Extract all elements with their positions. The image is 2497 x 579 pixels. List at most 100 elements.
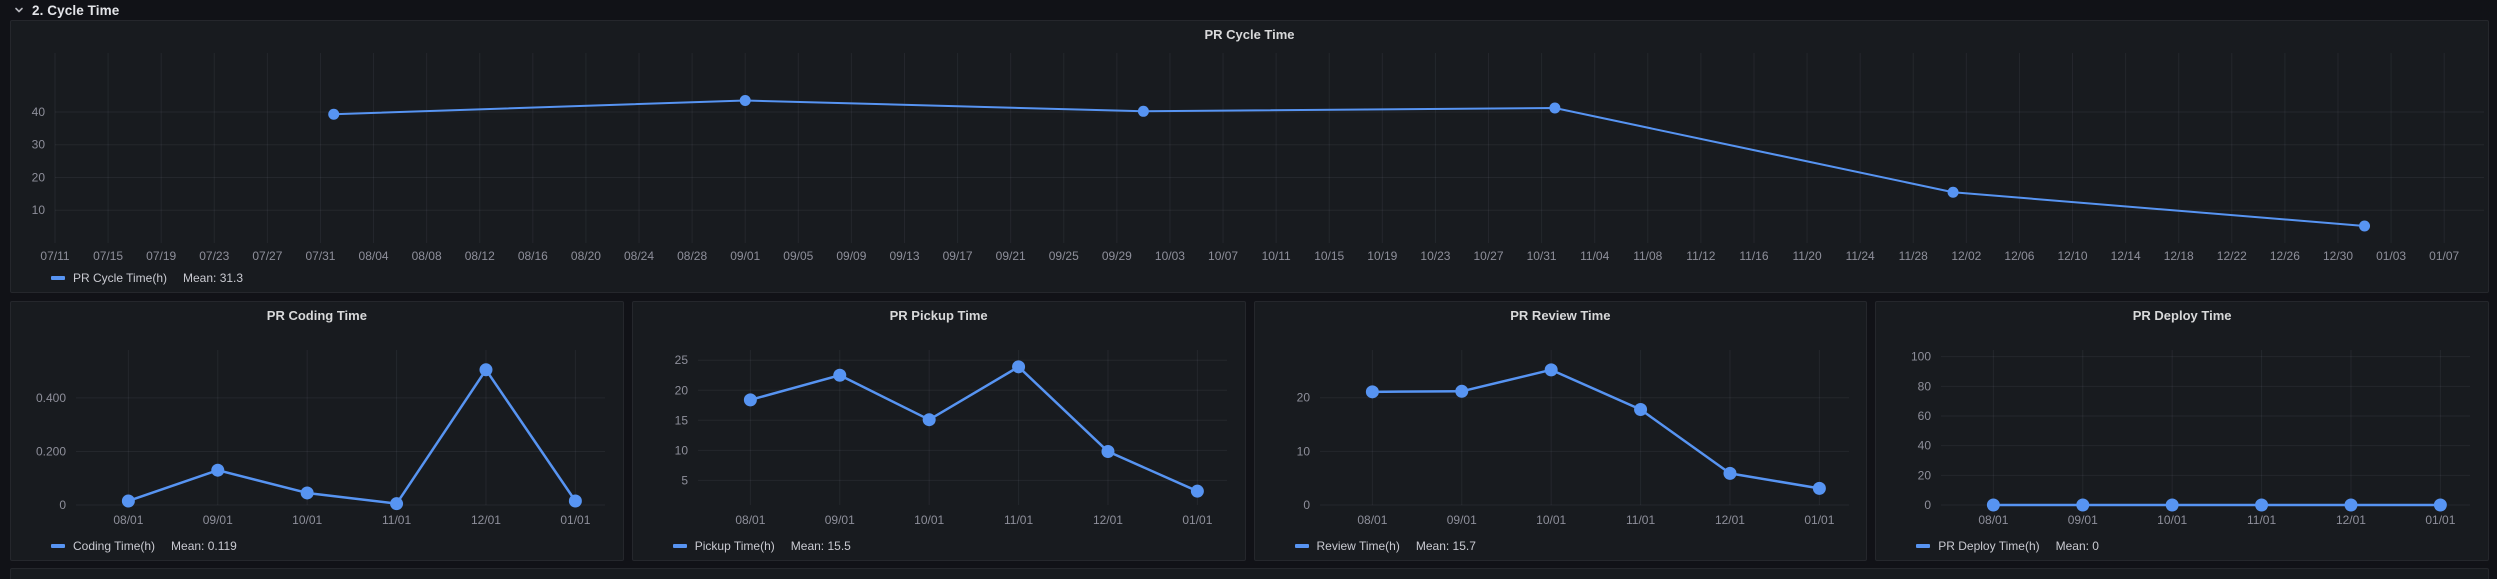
svg-text:10/27: 10/27: [1473, 249, 1503, 263]
legend-swatch: [1294, 544, 1309, 548]
svg-text:08/24: 08/24: [624, 249, 654, 263]
svg-text:11/28: 11/28: [1899, 249, 1928, 263]
svg-text:12/18: 12/18: [2164, 249, 2194, 263]
svg-text:10/19: 10/19: [1367, 249, 1397, 263]
svg-text:10/01: 10/01: [2157, 513, 2187, 527]
panel-title-pr-coding-time[interactable]: PR Coding Time: [266, 308, 367, 323]
svg-text:07/15: 07/15: [93, 249, 123, 263]
panel-pr-review-time: PR Review Time 0 10 20 08/01 09/01 10/01 11/01…: [1253, 301, 1868, 561]
legend-mean-value: Mean: 0: [2055, 539, 2099, 553]
svg-text:09/01: 09/01: [2068, 513, 2098, 527]
panel-title-pr-deploy-time[interactable]: PR Deploy Time: [2132, 308, 2232, 323]
svg-text:10/01: 10/01: [1536, 513, 1566, 527]
svg-text:100: 100: [1911, 350, 1931, 364]
pr-cycle-time-chart[interactable]: 10 20 30 40 07/11 07/15 07/19 07/23 07/27 07/31 08…: [11, 49, 2488, 268]
svg-text:10/07: 10/07: [1208, 249, 1238, 263]
svg-text:11/12: 11/12: [1686, 249, 1715, 263]
legend-mean-value: Mean: 15.7: [1415, 539, 1476, 553]
legend-mean-value: Mean: 0.119: [171, 539, 237, 553]
svg-text:11/04: 11/04: [1580, 249, 1609, 263]
svg-text:01/01: 01/01: [1182, 513, 1212, 527]
svg-text:20: 20: [674, 383, 688, 397]
panel-title-pr-review-time[interactable]: PR Review Time: [1510, 308, 1611, 323]
svg-text:08/01: 08/01: [735, 513, 765, 527]
panel-pr-deploy-time: PR Deploy Time 0 20 40 60 80 100 08/01 09/01 10/…: [1875, 301, 2489, 561]
svg-text:15: 15: [674, 413, 688, 427]
row-title[interactable]: 2. Cycle Time: [32, 2, 120, 18]
legend-swatch: [672, 544, 687, 548]
svg-text:60: 60: [1918, 409, 1932, 423]
svg-text:01/03: 01/03: [2376, 249, 2406, 263]
svg-text:08/28: 08/28: [677, 249, 707, 263]
legend-label[interactable]: Coding Time(h): [73, 539, 156, 553]
svg-text:09/17: 09/17: [943, 249, 973, 263]
svg-text:40: 40: [32, 105, 46, 119]
svg-text:09/13: 09/13: [889, 249, 919, 263]
svg-text:0.400: 0.400: [36, 391, 66, 405]
svg-text:12/06: 12/06: [2004, 249, 2034, 263]
svg-text:09/01: 09/01: [1446, 513, 1476, 527]
svg-text:11/16: 11/16: [1739, 249, 1768, 263]
svg-text:12/30: 12/30: [2323, 249, 2353, 263]
svg-text:10/23: 10/23: [1420, 249, 1450, 263]
svg-text:11/01: 11/01: [1004, 513, 1033, 527]
legend-label[interactable]: PR Deploy Time(h): [1938, 539, 2040, 553]
row-header[interactable]: 2. Cycle Time: [0, 0, 119, 20]
legend-pr-review-time: Review Time(h) Mean: 15.7: [1255, 536, 1867, 556]
svg-text:01/01: 01/01: [560, 513, 590, 527]
legend-pr-cycle-time: PR Cycle Time(h) Mean: 31.3: [11, 268, 2488, 288]
svg-text:08/04: 08/04: [359, 249, 389, 263]
svg-text:0.200: 0.200: [36, 444, 66, 458]
svg-text:07/23: 07/23: [199, 249, 229, 263]
svg-text:30: 30: [32, 138, 46, 152]
panel-row: PR Coding Time 0 0.200 0.400 08/01 09/01 10/0…: [10, 301, 2489, 561]
next-row-panel-edge: [10, 568, 2489, 579]
svg-text:12/01: 12/01: [2336, 513, 2366, 527]
svg-text:11/01: 11/01: [382, 513, 411, 527]
legend-label[interactable]: Review Time(h): [1316, 539, 1400, 553]
svg-text:11/01: 11/01: [2247, 513, 2276, 527]
chevron-down-icon[interactable]: [13, 4, 25, 16]
legend-mean-value: Mean: 31.3: [183, 271, 244, 285]
svg-text:09/21: 09/21: [996, 249, 1026, 263]
legend-pr-coding-time: Coding Time(h) Mean: 0.119: [11, 536, 623, 556]
legend-pr-deploy-time: PR Deploy Time(h) Mean: 0: [1876, 536, 2488, 556]
svg-text:5: 5: [681, 473, 688, 487]
svg-text:01/01: 01/01: [2426, 513, 2456, 527]
svg-text:0: 0: [1925, 498, 1932, 512]
pr-coding-time-chart[interactable]: 0 0.200 0.400 08/01 09/01 10/01 11/01 12/01 01/0…: [11, 330, 623, 536]
svg-text:09/01: 09/01: [203, 513, 233, 527]
svg-text:20: 20: [1296, 391, 1310, 405]
legend-label[interactable]: PR Cycle Time(h): [73, 271, 168, 285]
svg-text:08/01: 08/01: [1979, 513, 2009, 527]
panel-title-pr-pickup-time[interactable]: PR Pickup Time: [889, 308, 988, 323]
svg-text:10: 10: [1296, 444, 1310, 458]
svg-text:12/01: 12/01: [1714, 513, 1744, 527]
svg-text:0: 0: [59, 498, 66, 512]
pr-pickup-time-chart[interactable]: 5 10 15 20 25 08/01 09/01 10/01 11/01 12/01 01/01: [633, 330, 1245, 536]
pr-review-time-chart[interactable]: 0 10 20 08/01 09/01 10/01 11/01 12/01 01/01: [1255, 330, 1867, 536]
svg-text:09/09: 09/09: [836, 249, 866, 263]
pr-deploy-time-chart[interactable]: 0 20 40 60 80 100 08/01 09/01 10/01 11/01 12/01 01/…: [1876, 330, 2488, 536]
legend-mean-value: Mean: 15.5: [790, 539, 851, 553]
svg-text:12/22: 12/22: [2217, 249, 2247, 263]
svg-text:12/10: 12/10: [2058, 249, 2088, 263]
legend-swatch: [51, 276, 65, 280]
svg-text:07/19: 07/19: [146, 249, 176, 263]
svg-text:12/01: 12/01: [1093, 513, 1123, 527]
svg-text:11/01: 11/01: [1626, 513, 1655, 527]
svg-text:08/20: 08/20: [571, 249, 601, 263]
svg-text:08/12: 08/12: [465, 249, 495, 263]
svg-text:80: 80: [1918, 379, 1932, 393]
panel-pr-cycle-time: PR Cycle Time 10 20 30 40 07/11 07/15 07/19 07/…: [10, 20, 2489, 293]
panel-title-pr-cycle-time[interactable]: PR Cycle Time: [1204, 27, 1295, 42]
legend-pr-pickup-time: Pickup Time(h) Mean: 15.5: [633, 536, 1245, 556]
svg-text:09/01: 09/01: [730, 249, 760, 263]
svg-text:10/03: 10/03: [1155, 249, 1185, 263]
panel-pr-pickup-time: PR Pickup Time 5 10 15 20 25 08/01 09/01 10/01 1…: [631, 301, 1246, 561]
svg-text:09/05: 09/05: [783, 249, 813, 263]
legend-label[interactable]: Pickup Time(h): [694, 539, 775, 553]
svg-text:09/25: 09/25: [1049, 249, 1079, 263]
svg-text:11/20: 11/20: [1792, 249, 1821, 263]
panel-pr-coding-time: PR Coding Time 0 0.200 0.400 08/01 09/01 10/0…: [10, 301, 624, 561]
